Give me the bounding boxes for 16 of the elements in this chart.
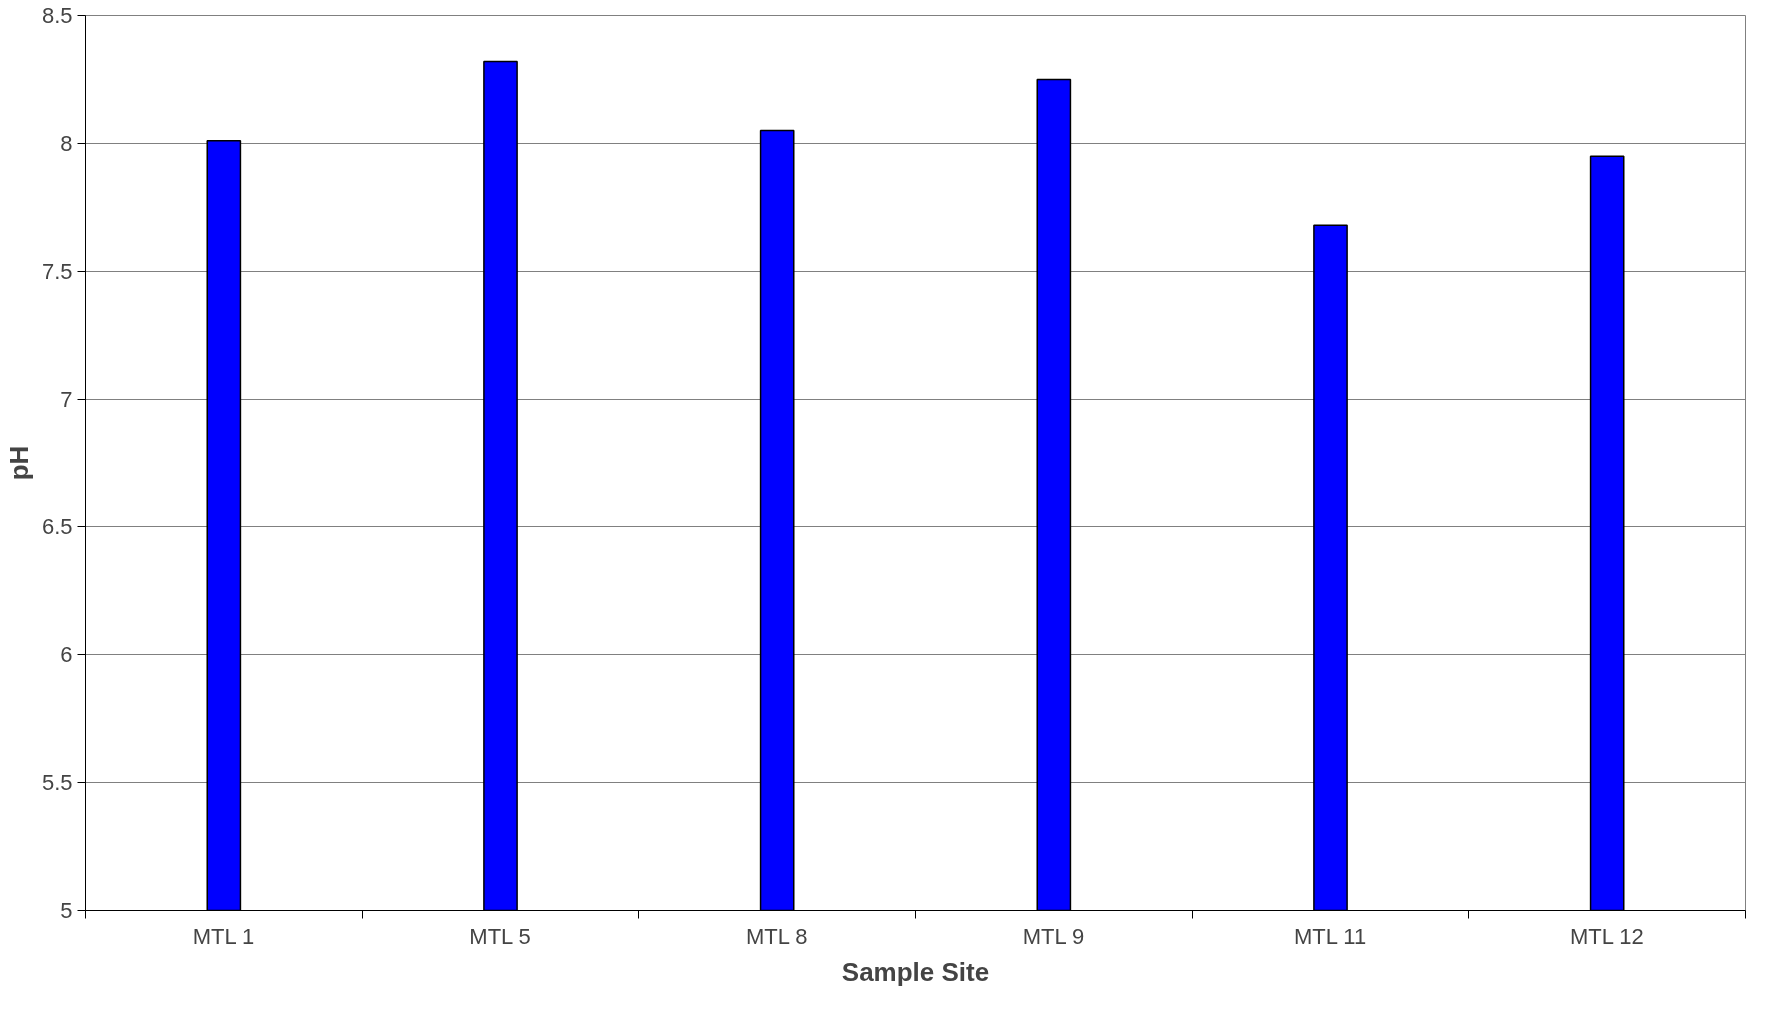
y-tick-label: 5.5 xyxy=(41,770,73,796)
x-tick-label: MTL 12 xyxy=(1569,923,1644,949)
x-tick-label: MTL 9 xyxy=(1022,923,1085,949)
y-tick-label: 7.5 xyxy=(41,258,73,284)
y-tick-label: 8 xyxy=(60,130,73,156)
y-axis-title: pH xyxy=(3,445,34,481)
x-tick-label: MTL 11 xyxy=(1294,923,1367,949)
x-axis-title: Sample Site xyxy=(841,956,990,987)
y-tick-label: 6 xyxy=(60,642,73,668)
y-tick-label: 8.5 xyxy=(41,3,73,28)
x-tick-label: MTL 1 xyxy=(192,923,255,949)
y-tick-label: 5 xyxy=(60,898,73,923)
x-tick-label: MTL 8 xyxy=(745,923,808,949)
y-tick-label: 6.5 xyxy=(41,514,73,540)
y-tick-label: 7 xyxy=(60,386,73,412)
x-tick-label: MTL 5 xyxy=(469,923,531,949)
